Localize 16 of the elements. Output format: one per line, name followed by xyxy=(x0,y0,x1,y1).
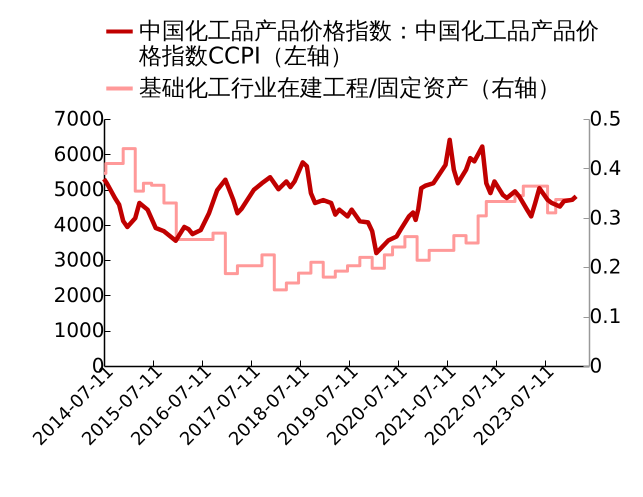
y2-tick-label: 0.4 xyxy=(590,156,622,180)
y-tick-label: 2000 xyxy=(54,282,104,307)
y-tick-label: 3000 xyxy=(54,248,104,272)
y-tick-label: 6000 xyxy=(54,142,104,166)
y-tick-label: 1000 xyxy=(54,318,104,342)
y-tick-label: 7000 xyxy=(54,106,104,130)
y-tick-label: 5000 xyxy=(54,177,104,202)
y2-tick-label: 0 xyxy=(590,354,602,378)
y-tick-label: 4000 xyxy=(54,212,104,236)
y2-tick-label: 0.2 xyxy=(590,254,622,279)
legend-label: 基础化工行业在建工程/固定资产（右轴） xyxy=(139,76,561,102)
y2-tick-label: 0.5 xyxy=(590,106,622,130)
y2-tick-label: 0.1 xyxy=(590,304,622,328)
line-series xyxy=(102,138,578,256)
y2-tick-label: 0.3 xyxy=(590,205,622,230)
legend-label: 中国化工品产品价格指数：中国化工品产品价格指数CCPI（左轴） xyxy=(138,18,599,70)
